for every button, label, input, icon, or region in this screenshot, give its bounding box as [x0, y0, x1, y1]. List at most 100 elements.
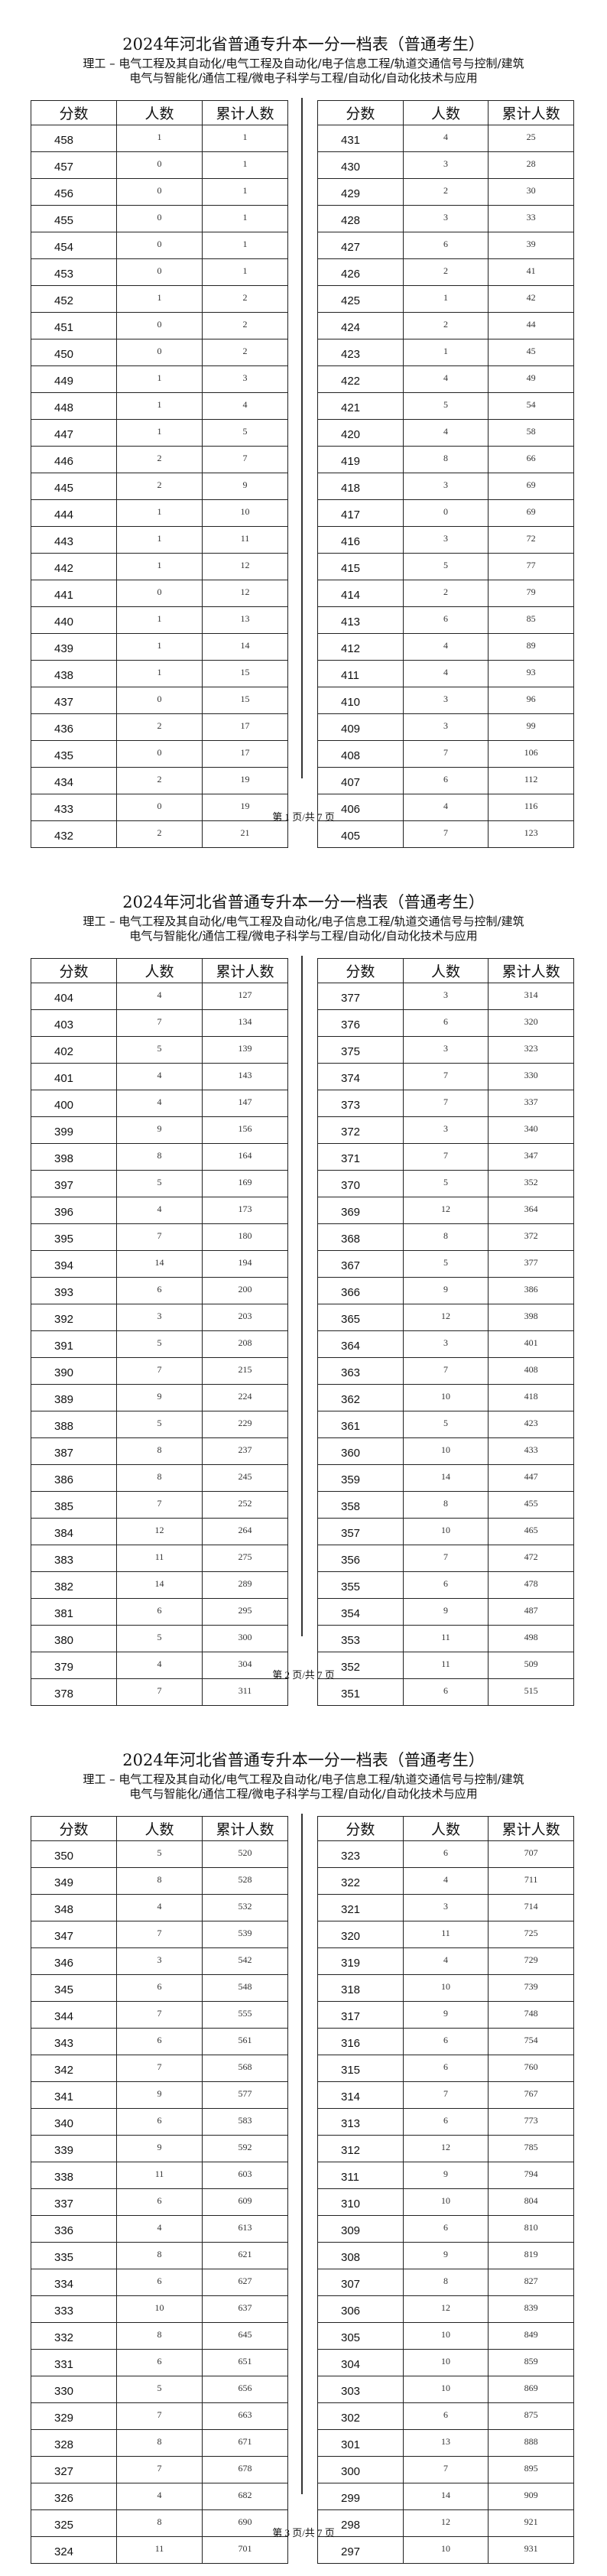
score-cell: 337 [31, 2188, 117, 2216]
cumulative-cell: 93 [488, 660, 574, 687]
page-number: 第 3 页/共 7 页 [272, 2527, 335, 2539]
count-cell: 12 [402, 1197, 489, 1224]
count-cell: 8 [116, 2242, 203, 2269]
count-cell: 5 [116, 1330, 203, 1358]
table-row: 419 8 66 [317, 446, 574, 473]
count-cell: 8 [402, 1491, 489, 1519]
table-row: 445 2 9 [31, 473, 288, 500]
cumulative-cell: 592 [202, 2135, 288, 2162]
cumulative-cell: 539 [202, 1921, 288, 1948]
score-cell: 427 [317, 232, 404, 259]
count-cell: 0 [116, 178, 203, 206]
cumulative-cell: 99 [488, 713, 574, 741]
cumulative-cell: 1 [202, 151, 288, 179]
score-cell: 445 [31, 473, 117, 500]
score-table-right: 分数 人数 累计人数 431 4 25 430 3 28 429 2 30 428 3 33 427 6 39 42… [317, 100, 574, 848]
count-cell: 10 [402, 2536, 489, 2564]
category-subtitle-line1: 理工 – 电气工程及其自动化/电气工程及自动化/电子信息工程/轨道交通信号与控制… [83, 914, 524, 928]
table-row: 424 2 44 [317, 312, 574, 339]
count-cell: 11 [402, 1625, 489, 1652]
count-cell: 6 [116, 2108, 203, 2136]
table-row: 379 4 304 [31, 1652, 288, 1679]
table-row: 332 8 645 [31, 2322, 288, 2350]
table-row: 365 12 398 [317, 1304, 574, 1331]
count-cell: 3 [116, 1947, 203, 1975]
table-row: 418 3 69 [317, 473, 574, 500]
score-cell: 306 [317, 2295, 404, 2323]
cumulative-cell: 112 [488, 767, 574, 794]
count-cell: 4 [116, 1894, 203, 1921]
score-cell: 333 [31, 2295, 117, 2323]
score-cell: 347 [31, 1921, 117, 1948]
table-row: 396 4 173 [31, 1197, 288, 1224]
score-cell: 344 [31, 2001, 117, 2029]
table-row: 333 10 637 [31, 2295, 288, 2323]
count-cell: 2 [116, 713, 203, 741]
cumulative-cell: 895 [488, 2456, 574, 2483]
score-cell: 395 [31, 1223, 117, 1251]
table-row: 356 7 472 [317, 1545, 574, 1572]
cumulative-cell: 583 [202, 2108, 288, 2136]
score-cell: 343 [31, 2028, 117, 2055]
column-divider [301, 1814, 303, 2494]
cumulative-cell: 314 [488, 983, 574, 1010]
table-row: 384 12 264 [31, 1518, 288, 1545]
count-cell: 7 [116, 1009, 203, 1037]
table-row: 374 7 330 [317, 1063, 574, 1090]
cumulative-cell: 79 [488, 580, 574, 607]
table-row: 353 11 498 [317, 1625, 574, 1652]
table-row: 358 8 455 [317, 1491, 574, 1519]
count-cell: 4 [402, 419, 489, 447]
cumulative-cell: 386 [488, 1277, 574, 1304]
score-cell: 412 [317, 633, 404, 661]
score-cell: 421 [317, 392, 404, 420]
count-cell: 7 [116, 1357, 203, 1385]
cumulative-cell: 173 [202, 1197, 288, 1224]
score-cell: 304 [317, 2349, 404, 2376]
cumulative-cell: 682 [202, 2483, 288, 2510]
score-cell: 313 [317, 2108, 404, 2136]
score-cell: 449 [31, 365, 117, 393]
cumulative-cell: 42 [488, 285, 574, 313]
cumulative-cell: 85 [488, 606, 574, 634]
count-cell: 0 [116, 794, 203, 821]
count-cell: 5 [402, 1411, 489, 1438]
score-cell: 456 [31, 178, 117, 206]
score-cell: 361 [317, 1411, 404, 1438]
table-row: 453 0 1 [31, 258, 288, 286]
count-cell: 7 [402, 740, 489, 768]
cumulative-cell: 423 [488, 1411, 574, 1438]
table-row: 348 4 532 [31, 1894, 288, 1921]
table-row: 361 5 423 [317, 1411, 574, 1438]
table-row: 438 1 15 [31, 660, 288, 687]
score-cell: 450 [31, 339, 117, 366]
score-cell: 356 [317, 1545, 404, 1572]
score-cell: 316 [317, 2028, 404, 2055]
score-cell: 353 [317, 1625, 404, 1652]
count-cell: 1 [402, 339, 489, 366]
cumulative-cell: 810 [488, 2215, 574, 2243]
count-cell: 5 [116, 1625, 203, 1652]
cumulative-cell: 455 [488, 1491, 574, 1519]
score-cell: 407 [317, 767, 404, 794]
cumulative-cell: 15 [202, 660, 288, 687]
cumulative-cell: 859 [488, 2349, 574, 2376]
cumulative-cell: 39 [488, 232, 574, 259]
table-row: 420 4 58 [317, 419, 574, 447]
count-cell: 6 [402, 1009, 489, 1037]
cumulative-cell: 568 [202, 2055, 288, 2082]
table-row: 368 8 372 [317, 1223, 574, 1251]
score-cell: 454 [31, 232, 117, 259]
score-cell: 346 [31, 1947, 117, 1975]
score-cell: 432 [31, 820, 117, 848]
score-cell: 370 [317, 1170, 404, 1197]
cumulative-cell: 295 [202, 1598, 288, 1626]
cumulative-cell: 447 [488, 1464, 574, 1492]
score-cell: 324 [31, 2536, 117, 2564]
count-cell: 2 [116, 767, 203, 794]
count-cell: 9 [116, 1384, 203, 1411]
score-cell: 309 [317, 2215, 404, 2243]
cumulative-cell: 66 [488, 446, 574, 473]
score-cell: 452 [31, 285, 117, 313]
page-3: 2024年河北省普通专升本一分一档表（普通考生） 理工 – 电气工程及其自动化/电… [0, 1716, 607, 2574]
